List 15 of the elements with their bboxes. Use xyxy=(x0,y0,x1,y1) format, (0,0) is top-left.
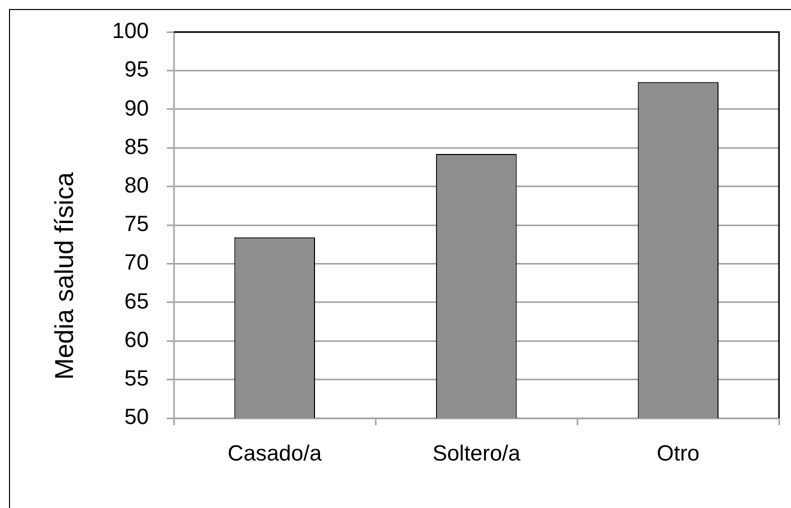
y-tick-label: 65 xyxy=(124,288,149,314)
y-tick-label: 80 xyxy=(124,172,149,198)
x-tick-label: Casado/a xyxy=(228,440,322,466)
y-tick-label: 50 xyxy=(124,404,149,430)
y-tick-label: 70 xyxy=(124,250,149,275)
y-axis-title: Media salud física xyxy=(51,172,80,380)
x-tick-label: Otro xyxy=(656,440,700,466)
x-tick-label: Soltero/a xyxy=(432,440,522,466)
y-tick-label: 60 xyxy=(124,326,149,352)
y-tick-label: 55 xyxy=(124,366,149,391)
y-tick-label: 100 xyxy=(112,18,149,44)
y-tick-label: 75 xyxy=(124,211,149,236)
y-tick-label: 90 xyxy=(124,95,149,120)
y-tick-label: 95 xyxy=(124,56,149,82)
y-tick-label: 85 xyxy=(124,134,149,159)
